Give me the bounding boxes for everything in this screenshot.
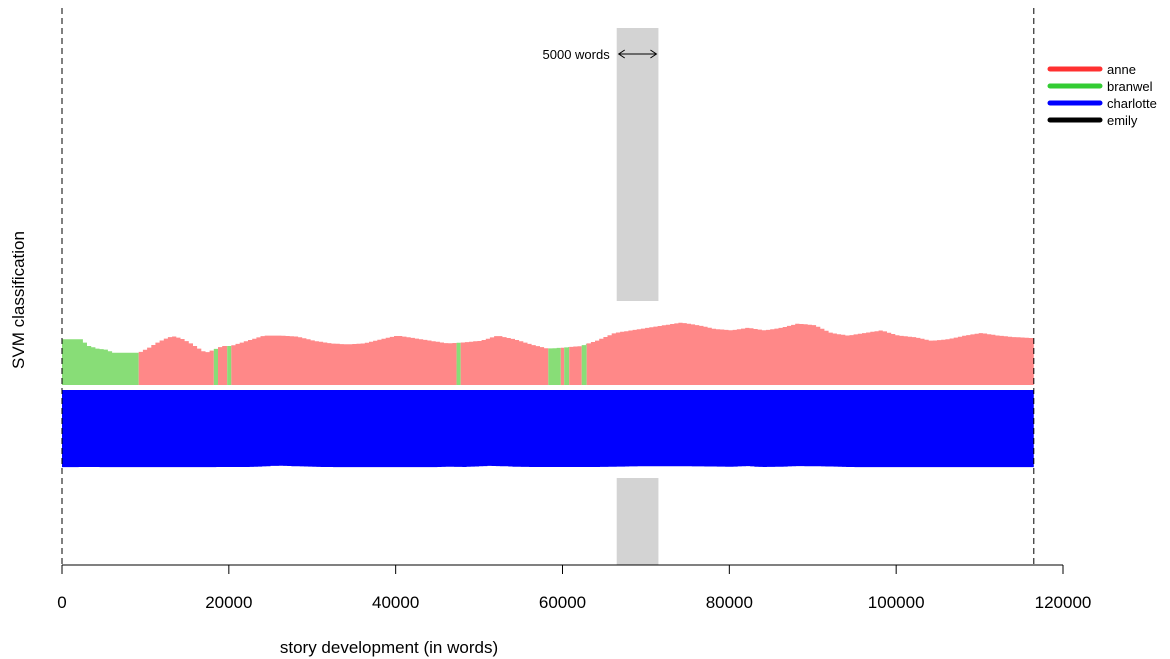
upper-segment-branwel [213, 348, 218, 385]
window-arrow-right-head [650, 49, 658, 59]
legend-label-branwel: branwel [1107, 79, 1153, 94]
window-label: 5000 words [543, 47, 611, 62]
window-arrow-left-head [617, 49, 625, 59]
lower-strip-charlotte [62, 390, 1034, 468]
x-tick-label: 100000 [868, 593, 925, 612]
upper-segment-branwel [227, 346, 232, 385]
upper-segment-anne [460, 336, 549, 385]
upper-segment-anne [569, 346, 582, 385]
x-tick-label: 60000 [539, 593, 586, 612]
upper-segment-anne [138, 336, 214, 385]
upper-segment-anne [231, 335, 457, 385]
x-tick-label: 120000 [1035, 593, 1092, 612]
upper-segment-branwel [456, 342, 461, 385]
legend: anne branwel charlotte emily [1047, 62, 1157, 128]
text-boundary-lines [61, 8, 1035, 565]
upper-segment-anne [560, 347, 565, 385]
upper-segment-anne [217, 346, 228, 385]
upper-segment-branwel [581, 343, 587, 385]
legend-label-charlotte: charlotte [1107, 96, 1157, 111]
legend-label-anne: anne [1107, 62, 1136, 77]
classification-bands [62, 322, 1034, 468]
upper-segment-anne [586, 322, 1034, 385]
x-tick-label: 0 [57, 593, 66, 612]
window-upper-rect [616, 28, 659, 301]
x-axis: 0 20000 40000 60000 80000 100000 120000 [57, 564, 1092, 612]
x-axis-title: story development (in words) [280, 638, 498, 657]
x-tick-label: 80000 [706, 593, 753, 612]
upper-segment-branwel [564, 347, 570, 385]
window-lower-rect [616, 478, 659, 565]
legend-label-emily: emily [1107, 113, 1138, 128]
window-indicator: 5000 words [543, 28, 659, 565]
x-tick-label: 20000 [205, 593, 252, 612]
upper-segment-branwel [62, 339, 139, 385]
x-tick-label: 40000 [372, 593, 419, 612]
y-axis-title: SVM classification [9, 231, 28, 369]
upper-segment-branwel [548, 347, 561, 385]
